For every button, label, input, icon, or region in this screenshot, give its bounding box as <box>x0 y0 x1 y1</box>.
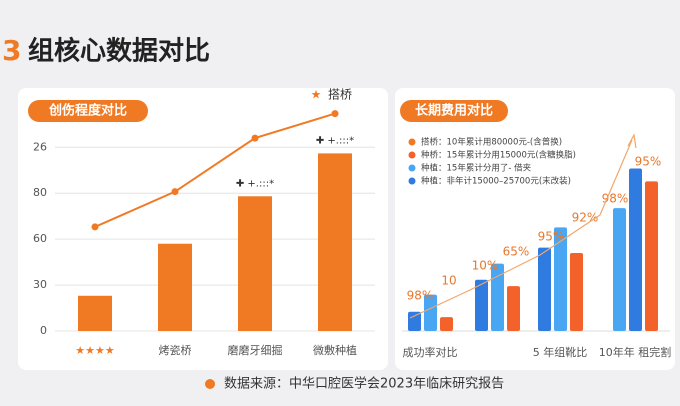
data-annotation: 95% <box>538 230 565 244</box>
card <box>395 88 675 370</box>
data-annotation: 92% <box>572 211 599 225</box>
line-marker <box>91 223 99 231</box>
data-annotation: 10% <box>472 259 499 273</box>
y-tick-label: 0 <box>40 324 47 337</box>
card-title-bg <box>28 100 148 122</box>
legend-label: 搭桥：10年累计用80000元-(含普换) <box>421 137 562 148</box>
legend-label: 种植：15年累计分用了- 借夹 <box>421 163 532 174</box>
data-annotation: 10 <box>441 274 456 288</box>
line-marker <box>171 188 179 196</box>
x-tick-label: 烤瓷桥 <box>159 343 192 357</box>
y-tick-label: 30 <box>33 278 47 291</box>
bar <box>424 294 437 331</box>
legend-marker <box>408 138 416 146</box>
bar <box>613 208 626 331</box>
card-title: 创伤程度对比 <box>48 103 127 119</box>
line-marker <box>251 134 259 142</box>
bar <box>538 247 551 331</box>
x-tick-label: 磨磨牙细掘 <box>228 343 283 357</box>
bar <box>318 153 352 331</box>
legend-marker: ★ <box>311 88 322 102</box>
bar <box>645 181 658 331</box>
data-annotation: 98% <box>407 289 434 303</box>
bar <box>78 295 112 331</box>
x-tick-label: ★★★★ <box>75 344 115 357</box>
bar <box>570 252 583 331</box>
legend-marker <box>408 164 416 172</box>
annotation: ✚ +.:::* <box>236 178 274 189</box>
legend-marker <box>408 151 416 159</box>
bar <box>491 263 504 331</box>
bar <box>475 279 488 331</box>
x-tick-label: 10年年 租完割 <box>599 345 672 359</box>
source: 数据来源：中华口腔医学会2023年临床研究报告 <box>224 376 504 392</box>
legend-label: 种植：非年计15000–25700元(末改装) <box>421 176 571 187</box>
annotation: ✚ +.:::* <box>316 135 354 146</box>
arrow-head <box>627 133 637 149</box>
data-annotation: 98% <box>602 192 629 206</box>
data-annotation: 65% <box>503 245 530 259</box>
y-tick-label: 60 <box>33 232 47 245</box>
card-title: 长期费用对比 <box>415 103 493 119</box>
legend-label: 搭桥 <box>328 88 352 102</box>
bar <box>238 196 272 331</box>
bar <box>507 286 520 331</box>
bar <box>440 317 453 331</box>
bar <box>158 243 192 331</box>
bar <box>554 227 567 331</box>
data-annotation: 95% <box>635 155 662 169</box>
card-title-bg <box>400 100 508 122</box>
trend-arrow <box>409 139 633 319</box>
x-tick-label: 5 年组靴比 <box>533 345 588 359</box>
y-tick-label: 80 <box>33 186 47 199</box>
x-tick-label: 成功率对比 <box>403 345 458 359</box>
bar <box>629 168 642 331</box>
title: 组核心数据对比 <box>28 36 210 67</box>
bar <box>408 311 421 331</box>
x-tick-label: 微敷种植 <box>313 343 357 357</box>
y-tick-label: 26 <box>33 140 47 153</box>
title-number: 3 <box>2 34 21 67</box>
line <box>94 112 336 228</box>
legend-marker <box>408 177 416 185</box>
legend-label: 种桥：15年累计分用15000元(含糖换脂) <box>421 150 576 161</box>
line-marker <box>331 110 339 118</box>
source-dot <box>205 379 215 389</box>
